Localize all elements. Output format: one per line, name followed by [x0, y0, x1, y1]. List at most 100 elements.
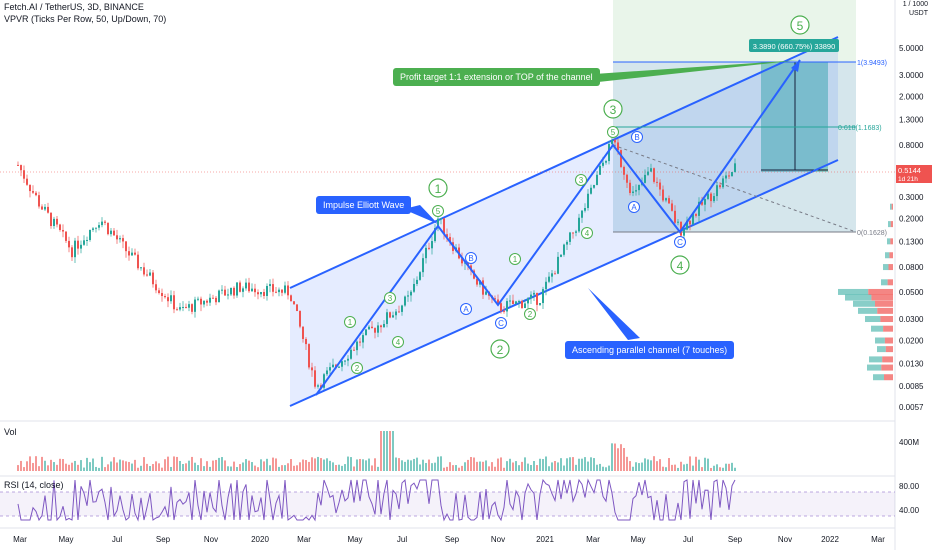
vpvr-up-bar — [865, 316, 881, 323]
volume-bar — [77, 464, 79, 471]
volume-bar — [80, 460, 82, 471]
vpvr-down-bar — [875, 300, 893, 307]
candle-body — [29, 184, 31, 192]
volume-bar — [173, 456, 175, 471]
candle-body — [581, 210, 583, 218]
volume-bar — [545, 456, 547, 471]
candle-body — [560, 254, 562, 257]
volume-bar — [212, 460, 214, 471]
svg-text:5: 5 — [611, 128, 616, 137]
time-tick: Jul — [112, 535, 122, 544]
candle-body — [548, 276, 550, 282]
volume-bar — [686, 463, 688, 471]
volume-bar — [329, 460, 331, 471]
candle-body — [128, 251, 130, 256]
volume-bar — [521, 461, 523, 471]
candle-body — [77, 240, 79, 249]
candle-body — [545, 281, 547, 290]
candle-body — [53, 218, 55, 227]
volume-bar — [278, 466, 280, 471]
candle-body — [503, 310, 505, 312]
volume-bar — [29, 456, 31, 471]
channel-fill — [290, 37, 838, 406]
volume-bar — [221, 457, 223, 471]
candle-body — [59, 224, 61, 230]
volume-bar — [188, 460, 190, 471]
candle-body — [374, 328, 376, 333]
volume-bar — [215, 459, 217, 471]
time-axis: Mar May Jul Sep Nov 2020 Mar May Jul Sep Nov 2021 Ma… — [13, 535, 885, 544]
candle-body — [578, 217, 580, 232]
volume-bar — [191, 456, 193, 471]
vpvr-up-bar — [875, 337, 885, 344]
time-tick: Jul — [397, 535, 407, 544]
volume-bar — [350, 457, 352, 471]
candle-body — [221, 289, 223, 291]
volume-bar — [692, 465, 694, 471]
volume-bar — [71, 462, 73, 471]
volume-bar — [512, 462, 514, 471]
rsi-tick-40: 40.00 — [899, 506, 920, 515]
svg-text:3: 3 — [579, 176, 584, 185]
candle-body — [449, 236, 451, 243]
volume-bar — [344, 464, 346, 471]
candle-body — [668, 198, 670, 204]
volume-bar — [569, 457, 571, 471]
candle-body — [302, 326, 304, 339]
volume-bar — [152, 464, 154, 471]
volume-bar — [581, 458, 583, 471]
volume-bar — [731, 462, 733, 471]
volume-bar — [239, 464, 241, 471]
candle-body — [326, 370, 328, 375]
candle-body — [314, 370, 316, 387]
volume-bar — [101, 456, 103, 471]
candle-body — [260, 291, 262, 295]
candle-body — [245, 282, 247, 289]
volume-tick: 400M — [899, 438, 919, 447]
time-tick: 2022 — [821, 535, 839, 544]
volume-bar — [35, 456, 37, 471]
volume-bar — [674, 464, 676, 471]
candle-body — [443, 218, 445, 235]
volume-bar — [482, 461, 484, 471]
candle-body — [20, 165, 22, 171]
price-tick: 5.0000 — [899, 44, 924, 53]
volume-bar — [560, 458, 562, 471]
candle-body — [428, 247, 430, 249]
volume-bar — [281, 465, 283, 471]
sub-wave-labels: 1 2 3 4 5 1 2 3 4 5 — [344, 126, 619, 374]
candle-body — [650, 168, 652, 172]
candle-body — [695, 214, 697, 216]
volume-bar — [533, 461, 535, 471]
volume-bar — [551, 462, 553, 471]
candle-body — [686, 220, 688, 230]
volume-bar — [134, 459, 136, 471]
candle-body — [338, 366, 340, 368]
candle-body — [170, 295, 172, 302]
volume-bar — [347, 456, 349, 471]
candles-layer — [17, 135, 736, 390]
volume-bar — [149, 466, 151, 471]
candle-body — [185, 306, 187, 308]
svg-text:2: 2 — [355, 364, 360, 373]
volume-bar — [287, 463, 289, 471]
candle-body — [155, 284, 157, 291]
candle-body — [263, 291, 265, 296]
volume-bar — [119, 459, 121, 471]
candle-body — [341, 361, 343, 367]
candle-body — [311, 367, 313, 371]
wave-3-label: 3 — [603, 99, 623, 119]
volume-bar — [509, 458, 511, 471]
volume-bar — [608, 465, 610, 471]
candle-body — [731, 171, 733, 177]
candle-body — [80, 244, 82, 249]
svg-text:B: B — [634, 133, 639, 142]
volume-bar — [284, 465, 286, 471]
volume-bar — [599, 463, 601, 471]
candle-body — [716, 185, 718, 197]
vpvr-up-bar — [853, 300, 875, 307]
candle-body — [143, 267, 145, 275]
volume-bar — [224, 460, 226, 471]
volume-bar — [590, 457, 592, 471]
time-tick: Mar — [297, 535, 311, 544]
